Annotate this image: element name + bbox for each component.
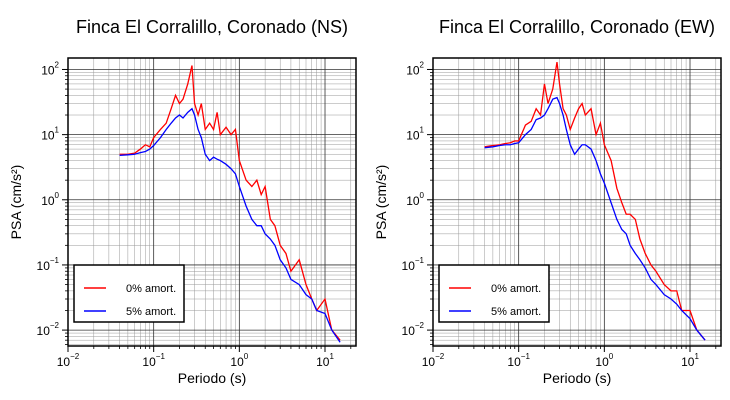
y-axis-label: PSA (cm/s²) xyxy=(8,165,24,240)
tick-exponent: 1 xyxy=(420,126,425,135)
chart-title: Finca El Corralillo, Coronado (EW) xyxy=(439,17,715,37)
tick-base: 10 xyxy=(406,129,420,143)
tick-base: 10 xyxy=(37,259,51,273)
x-tick-label: 10−2 xyxy=(422,352,445,369)
tick-exponent: −1 xyxy=(521,352,531,361)
plot-frame xyxy=(67,57,357,347)
x-axis-label: Periodo (s) xyxy=(178,370,246,386)
tick-base: 10 xyxy=(37,324,51,338)
y-tick-label: 101 xyxy=(406,126,424,143)
series-line xyxy=(119,65,341,341)
y-tick-label: 102 xyxy=(41,61,59,78)
tick-exponent: 2 xyxy=(55,61,60,70)
tick-exponent: 2 xyxy=(420,61,425,70)
tick-exponent: 0 xyxy=(420,191,425,200)
legend: 0% amort. 5% amort. xyxy=(438,264,550,323)
tick-base: 10 xyxy=(422,355,436,369)
x-tick-label: 100 xyxy=(595,352,613,369)
tick-base: 10 xyxy=(681,355,695,369)
tick-base: 10 xyxy=(595,355,609,369)
legend-label: 5% amort. xyxy=(491,306,541,318)
legend-label: 0% amort. xyxy=(126,283,176,295)
x-tick-label: 10−2 xyxy=(57,352,80,369)
tick-exponent: 0 xyxy=(55,191,60,200)
tick-base: 10 xyxy=(406,194,420,208)
tick-base: 10 xyxy=(142,355,156,369)
tick-base: 10 xyxy=(41,64,55,78)
tick-exponent: −2 xyxy=(50,321,60,330)
tick-exponent: −1 xyxy=(156,352,166,361)
y-tick-label: 10−2 xyxy=(402,321,425,338)
series-line xyxy=(484,61,706,341)
tick-base: 10 xyxy=(316,355,330,369)
y-tick-label: 100 xyxy=(41,191,59,208)
x-tick-label: 100 xyxy=(230,352,248,369)
y-tick-label: 10−1 xyxy=(37,256,60,273)
legend-label: 5% amort. xyxy=(126,306,176,318)
y-axis-label: PSA (cm/s²) xyxy=(373,165,389,240)
series-line xyxy=(484,96,706,341)
series-line xyxy=(119,107,341,343)
tick-exponent: 1 xyxy=(694,352,699,361)
tick-exponent: 1 xyxy=(329,352,334,361)
y-tick-label: 101 xyxy=(41,126,59,143)
tick-exponent: 0 xyxy=(244,352,249,361)
tick-base: 10 xyxy=(507,355,521,369)
legend-box xyxy=(438,264,550,323)
y-tick-label: 10−1 xyxy=(402,256,425,273)
legend-label: 0% amort. xyxy=(491,283,541,295)
tick-base: 10 xyxy=(402,324,416,338)
tick-base: 10 xyxy=(41,129,55,143)
tick-exponent: −1 xyxy=(415,256,425,265)
tick-base: 10 xyxy=(406,64,420,78)
tick-exponent: −2 xyxy=(435,352,445,361)
x-tick-label: 10−1 xyxy=(142,352,165,369)
tick-exponent: 1 xyxy=(55,126,60,135)
x-tick-label: 10−1 xyxy=(507,352,530,369)
tick-base: 10 xyxy=(230,355,244,369)
legend: 0% amort. 5% amort. xyxy=(73,264,185,323)
chart-title: Finca El Corralillo, Coronado (NS) xyxy=(76,17,348,37)
x-axis-label: Periodo (s) xyxy=(543,370,611,386)
tick-exponent: 0 xyxy=(609,352,614,361)
y-tick-label: 10−2 xyxy=(37,321,60,338)
plot-frame xyxy=(432,57,722,347)
legend-box xyxy=(73,264,185,323)
tick-base: 10 xyxy=(41,194,55,208)
y-tick-label: 100 xyxy=(406,191,424,208)
tick-exponent: −2 xyxy=(70,352,80,361)
tick-exponent: −2 xyxy=(415,321,425,330)
x-tick-label: 101 xyxy=(316,352,334,369)
chart-panel: Finca El Corralillo, Coronado (EW)10−2 10… xyxy=(373,17,722,386)
tick-base: 10 xyxy=(402,259,416,273)
tick-exponent: −1 xyxy=(50,256,60,265)
tick-base: 10 xyxy=(57,355,71,369)
chart-panel: Finca El Corralillo, Coronado (NS)10−2 10… xyxy=(8,17,357,386)
x-tick-label: 101 xyxy=(681,352,699,369)
y-tick-label: 102 xyxy=(406,61,424,78)
